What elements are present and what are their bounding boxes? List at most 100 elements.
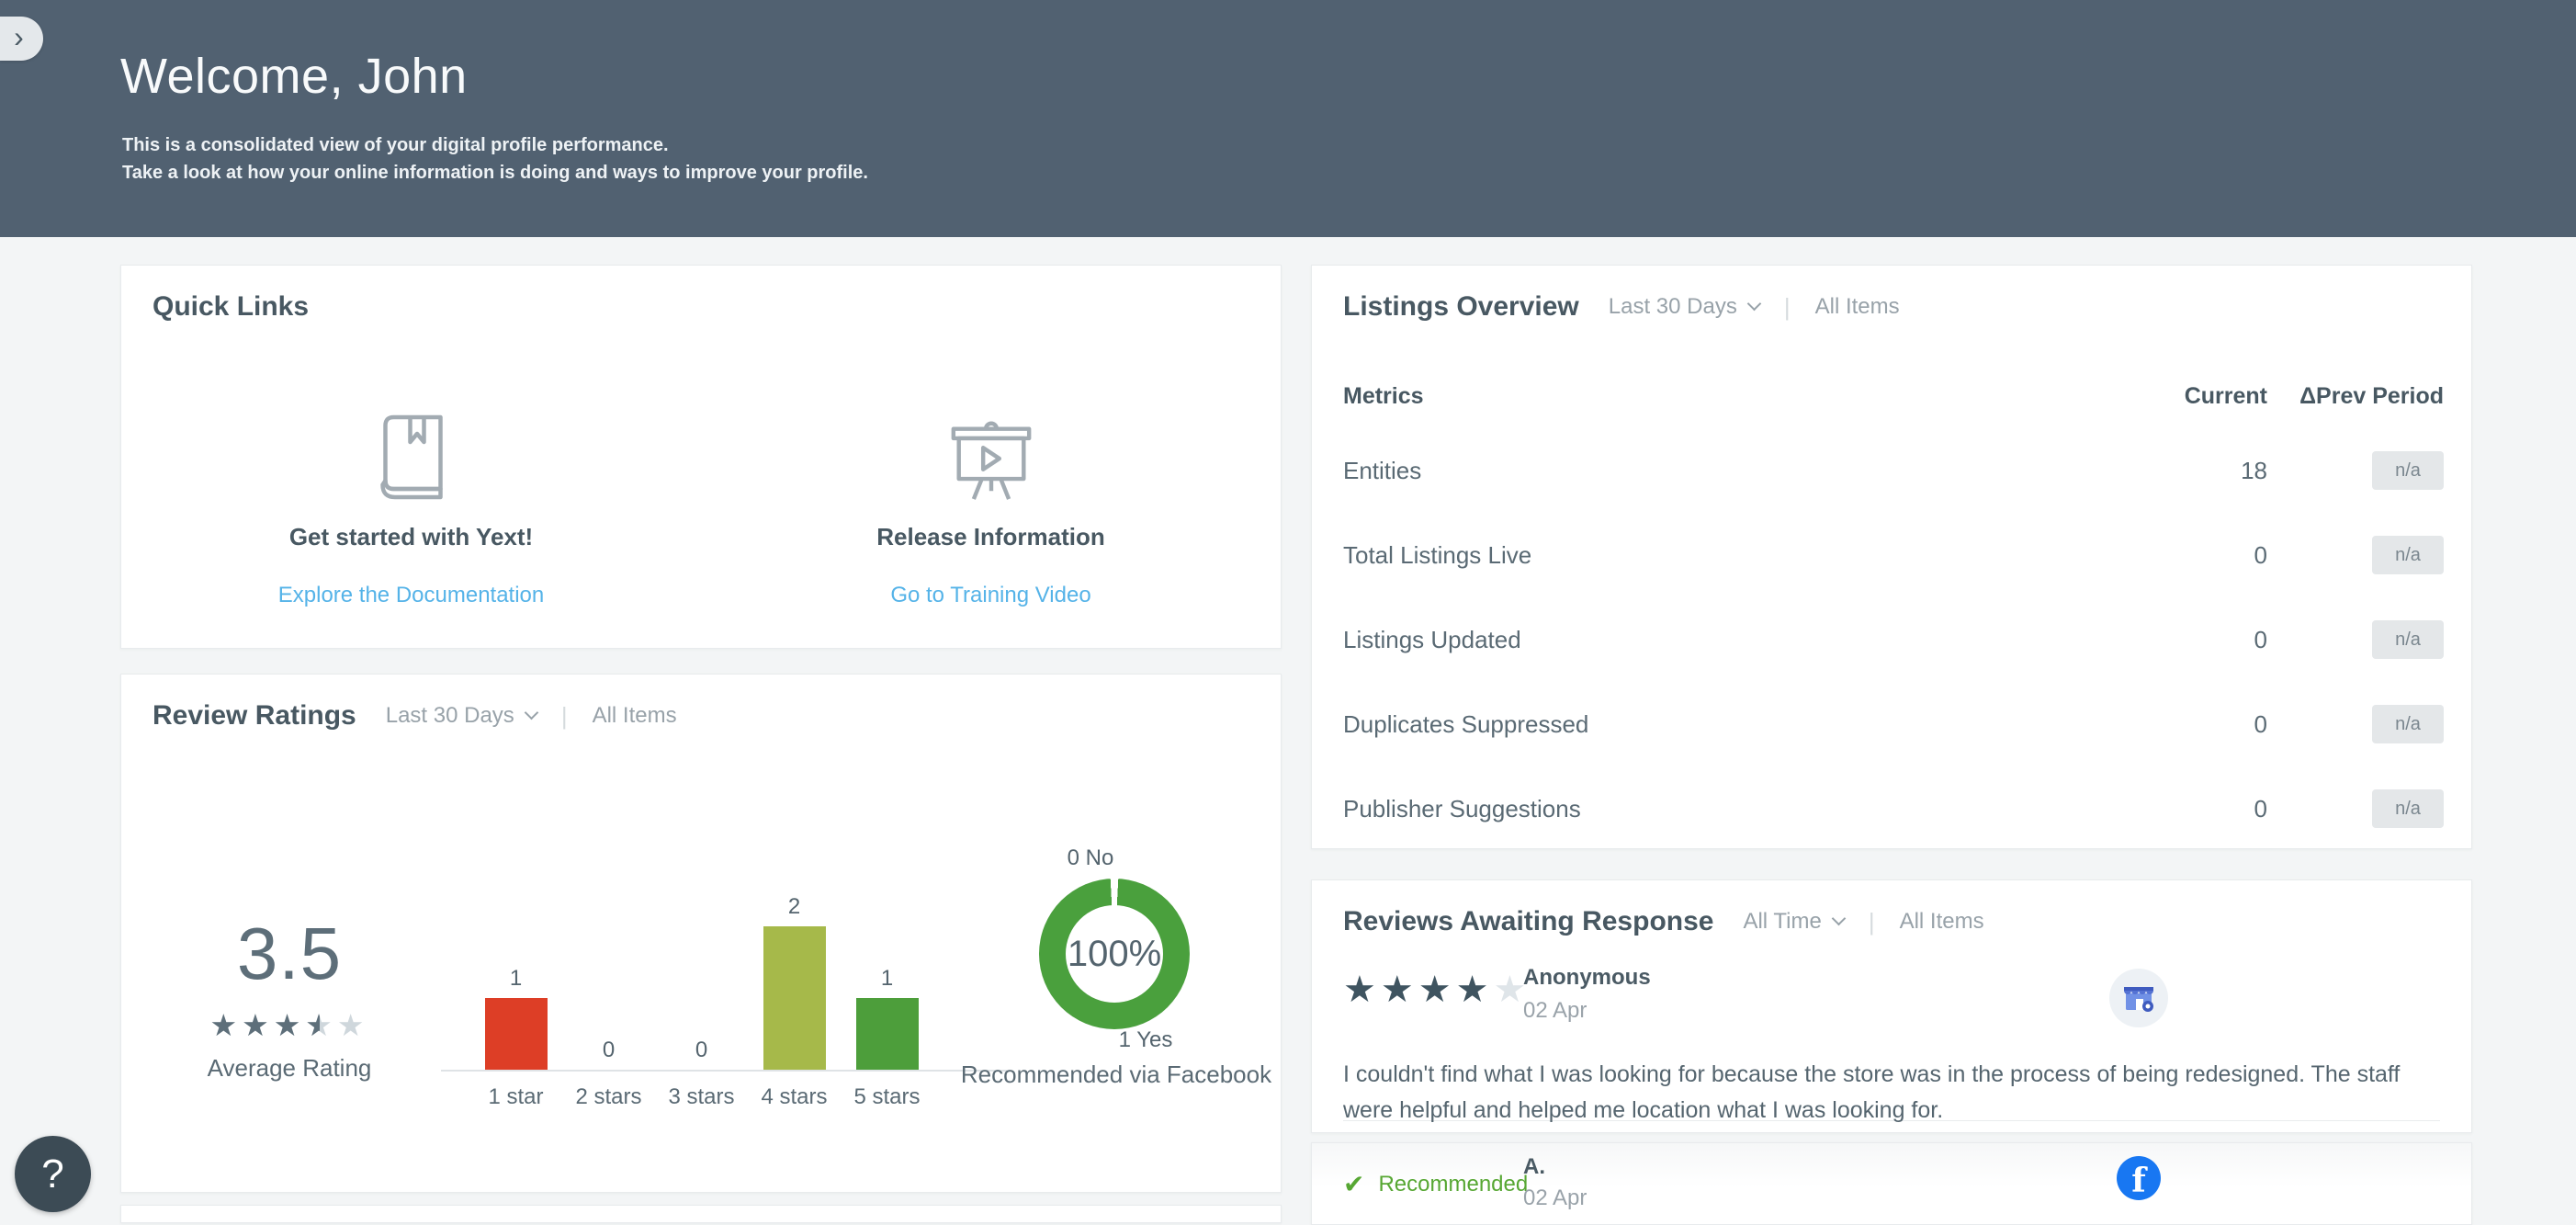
quick-link-training: Release Information Go to Training Video bbox=[701, 403, 1281, 608]
bar-category-label: 3 stars bbox=[668, 1084, 735, 1109]
listings-overview-title: Listings Overview bbox=[1343, 291, 1579, 322]
metric-label: Listings Updated bbox=[1343, 625, 1521, 653]
donut-no-label: 0 No bbox=[1067, 845, 1114, 870]
bar-category-label: 1 star bbox=[488, 1084, 544, 1109]
star-full-icon: ★ ★ bbox=[273, 1008, 301, 1042]
page-subtitle-line1: This is a consolidated view of your digi… bbox=[122, 135, 669, 155]
na-badge: n/a bbox=[2372, 705, 2444, 743]
star-empty-icon: ★★ bbox=[336, 1008, 365, 1042]
google-business-icon bbox=[2109, 969, 2168, 1027]
check-icon: ✔ bbox=[1343, 1170, 1365, 1198]
filter-separator: | bbox=[1783, 292, 1791, 321]
quick-link-title: Get started with Yext! bbox=[288, 523, 534, 550]
review-star-rating: ★★★★★★★★★★ bbox=[1343, 969, 1531, 1011]
metric-current-value: 0 bbox=[2254, 625, 2267, 653]
bar-chart-axis bbox=[441, 1070, 1007, 1072]
review-ratings-title: Review Ratings bbox=[153, 700, 356, 731]
explore-documentation-link[interactable]: Explore the Documentation bbox=[277, 583, 545, 607]
listings-metric-row: Publisher Suggestions 0 n/a bbox=[1343, 766, 2444, 851]
page-subtitle: This is a consolidated view of your digi… bbox=[122, 131, 868, 187]
bar-value-label: 0 bbox=[602, 1038, 616, 1062]
review-divider bbox=[1343, 1120, 2440, 1121]
star-full-icon: ★ ★ bbox=[1343, 970, 1376, 1010]
donut-yes-label: 1 Yes bbox=[1118, 1027, 1173, 1052]
filter-separator: | bbox=[1868, 907, 1875, 936]
metric-label: Duplicates Suppressed bbox=[1343, 709, 1589, 738]
filter-separator: | bbox=[560, 701, 568, 730]
chevron-down-icon bbox=[1746, 296, 1762, 311]
listings-metric-row: Entities 18 n/a bbox=[1343, 428, 2444, 513]
listings-items-filter[interactable]: All Items bbox=[1814, 294, 1900, 319]
listings-table-header: Metrics Current ΔPrev Period bbox=[1343, 383, 2444, 410]
listings-metric-row: Total Listings Live 0 n/a bbox=[1343, 513, 2444, 597]
star-full-icon: ★ ★ bbox=[1380, 970, 1414, 1010]
bar-slot: 0 bbox=[655, 866, 748, 1070]
review-row[interactable]: ★★★★★★★★★★ Anonymous 02 Apr bbox=[1343, 959, 2440, 1121]
star-full-icon: ★ ★ bbox=[1455, 970, 1489, 1010]
reviews-awaiting-card: Reviews Awaiting Response All Time | All… bbox=[1311, 879, 2472, 1133]
column-prev-period: ΔPrev Period bbox=[2299, 383, 2444, 409]
bar bbox=[855, 998, 919, 1070]
review-author: Anonymous bbox=[1523, 965, 1651, 990]
facebook-icon: f bbox=[2117, 1156, 2161, 1200]
column-current: Current bbox=[2184, 383, 2267, 409]
listings-period-filter[interactable]: Last 30 Days bbox=[1609, 294, 1762, 320]
bar-category-label: 4 stars bbox=[761, 1084, 828, 1109]
reviews-items-filter[interactable]: All Items bbox=[1899, 909, 1984, 934]
listings-metric-row: Listings Updated 0 n/a bbox=[1343, 597, 2444, 682]
chevron-down-icon bbox=[524, 705, 539, 720]
chevron-down-icon bbox=[1831, 911, 1847, 925]
bar-value-label: 1 bbox=[880, 966, 894, 991]
metric-label: Entities bbox=[1343, 456, 1422, 484]
metric-current-value: 0 bbox=[2254, 540, 2267, 569]
listings-metric-row: Duplicates Suppressed 0 n/a bbox=[1343, 682, 2444, 766]
listings-table-body: Entities 18 n/a Total Listings Live 0 n/a List… bbox=[1343, 428, 2444, 851]
quick-links-card: Quick Links Get started with Yext! Explo… bbox=[120, 265, 1282, 649]
metric-prev-period: n/a bbox=[2267, 620, 2444, 659]
bar bbox=[484, 998, 548, 1070]
column-metrics: Metrics bbox=[1343, 383, 1424, 409]
metric-current-value: 18 bbox=[2241, 456, 2267, 484]
bar-slot: 2 bbox=[748, 866, 841, 1070]
hero-banner: Welcome, John This is a consolidated vie… bbox=[0, 0, 2576, 237]
book-icon bbox=[376, 403, 447, 503]
review-ratings-items-filter[interactable]: All Items bbox=[592, 703, 677, 728]
reviews-period-filter[interactable]: All Time bbox=[1743, 909, 1847, 935]
bar bbox=[763, 926, 826, 1070]
donut-caption: Recommended via Facebook bbox=[960, 1061, 1272, 1088]
metric-label: Publisher Suggestions bbox=[1343, 794, 1581, 822]
review-date: 02 Apr bbox=[1523, 1185, 1587, 1210]
review-ratings-card: Review Ratings Last 30 Days | All Items … bbox=[120, 674, 1282, 1193]
question-mark-icon: ? bbox=[41, 1151, 64, 1197]
na-badge: n/a bbox=[2372, 451, 2444, 490]
bar-category-label: 5 stars bbox=[853, 1084, 921, 1109]
metric-current-value: 0 bbox=[2254, 709, 2267, 738]
next-card-sliver bbox=[120, 1205, 1282, 1223]
metric-prev-period: n/a bbox=[2267, 536, 2444, 574]
review-ratings-period-filter[interactable]: Last 30 Days bbox=[386, 703, 539, 729]
bar-slot: 1 bbox=[469, 866, 562, 1070]
review-row[interactable]: ✔ Recommended A. 02 Apr f bbox=[1311, 1142, 2472, 1225]
training-video-link[interactable]: Go to Training Video bbox=[890, 583, 1091, 607]
star-half-icon: ★ ★ bbox=[305, 1008, 333, 1042]
average-rating-block: 3.5 ★★★★★★★★★★ Average Rating bbox=[174, 912, 405, 1083]
average-rating-value: 3.5 bbox=[236, 913, 343, 994]
help-button[interactable]: ? bbox=[15, 1136, 91, 1212]
star-full-icon: ★ ★ bbox=[242, 1008, 269, 1042]
recommended-donut-chart bbox=[1039, 879, 1190, 1029]
recommended-label: Recommended bbox=[1378, 1171, 1529, 1197]
listings-overview-card: Listings Overview Last 30 Days | All Ite… bbox=[1311, 265, 2472, 849]
sidebar-expand-button[interactable]: › bbox=[0, 17, 43, 61]
chevron-right-icon: › bbox=[14, 19, 24, 53]
page-title: Welcome, John bbox=[120, 49, 468, 104]
bar-chart-categories: 1 star 2 stars 3 stars 4 stars 5 stars bbox=[469, 1084, 933, 1110]
quick-link-title: Release Information bbox=[876, 523, 1105, 550]
star-full-icon: ★ ★ bbox=[1418, 970, 1452, 1010]
star-full-icon: ★ ★ bbox=[209, 1008, 238, 1042]
metric-label: Total Listings Live bbox=[1343, 540, 1532, 569]
metric-prev-period: n/a bbox=[2267, 789, 2444, 828]
review-author: A. bbox=[1523, 1154, 1545, 1179]
recommended-badge: ✔ Recommended bbox=[1343, 1169, 1528, 1199]
ratings-bar-chart: 1 0 0 2 1 bbox=[469, 866, 933, 1070]
metric-current-value: 0 bbox=[2254, 794, 2267, 822]
